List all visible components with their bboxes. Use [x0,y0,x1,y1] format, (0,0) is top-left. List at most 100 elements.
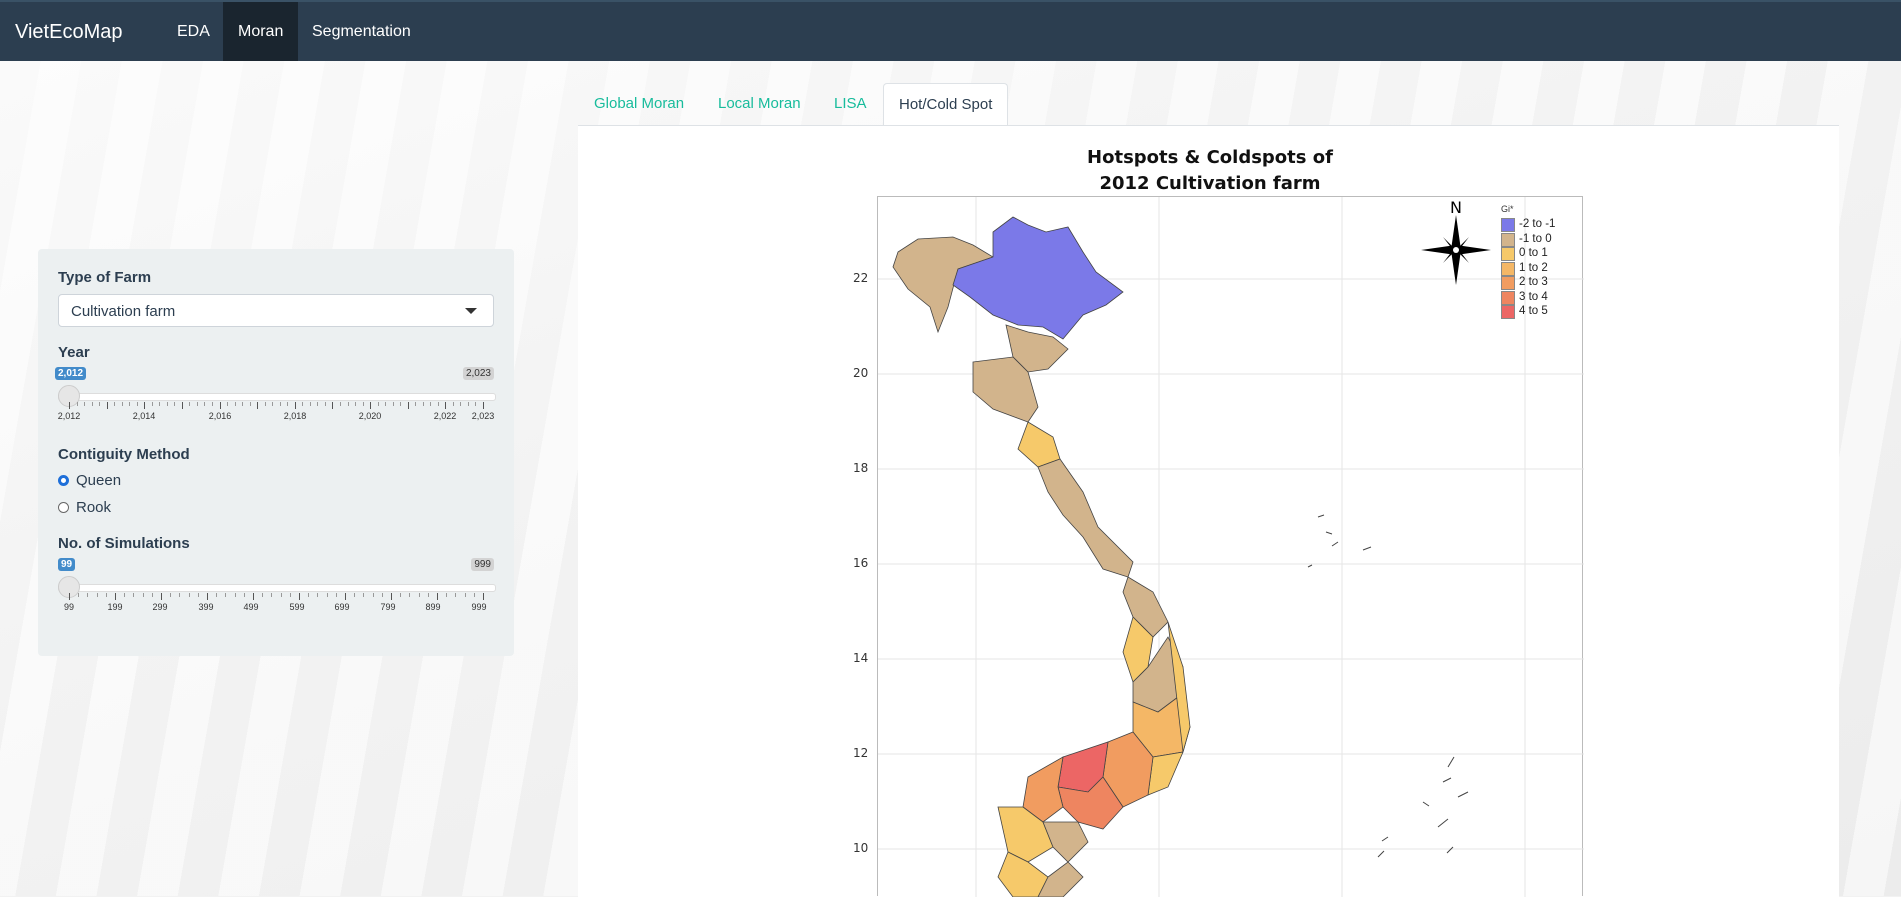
year-tick-label: 2,016 [208,411,232,421]
slider-tick [136,402,138,406]
y-tick-label: 18 [853,461,869,475]
nav-moran[interactable]: Moran [223,2,299,61]
year-ticks [58,402,494,412]
sim-tick-label: 999 [471,602,487,612]
slider-tick [460,402,462,406]
app-brand[interactable]: VietEcoMap [15,21,123,43]
sim-tick-label: 799 [380,602,396,612]
slider-tick [76,402,78,406]
slider-tick [188,593,190,597]
slider-tick [483,593,484,600]
sim-tick-label: 599 [289,602,305,612]
north-label: N [1450,198,1462,217]
slider-tick [249,402,251,406]
slider-tick [142,593,144,597]
y-tick-label: 22 [853,271,869,285]
radio-checked-icon[interactable] [58,475,69,486]
province-coast-south [1147,621,1191,796]
slider-tick [106,402,108,409]
slider-tick [475,402,477,406]
slider-tick [242,402,244,406]
slider-tick [430,402,432,406]
year-label: Year [58,344,90,361]
slider-tick [415,402,417,406]
tab-global-moran[interactable]: Global Moran [594,95,685,112]
slider-tick [216,593,218,597]
province-central-coast [1037,458,1134,578]
sim-tick-label: 399 [198,602,214,612]
slider-tick [467,402,469,406]
y-tick-label: 14 [853,651,869,665]
map-legend: Gi* -2 to -1 -1 to 0 0 to 1 1 to 2 2 to 3 3 t… [1501,204,1555,320]
tab-hot-cold-spot[interactable]: Hot/Cold Spot [883,83,1009,125]
slider-tick [280,593,282,597]
simulations-label: No. of Simulations [58,535,190,552]
island-outlines [1307,514,1469,858]
slider-tick [151,402,153,406]
slider-tick [392,402,394,406]
sim-tick-label: 199 [107,602,123,612]
province-mekong-4 [997,851,1049,897]
radio-queen[interactable]: Queen [58,472,121,489]
slider-tick [99,402,101,406]
slider-tick [234,402,236,406]
legend-label: 4 to 5 [1519,305,1548,317]
slider-tick [189,402,191,406]
farm-type-value: Cultivation farm [71,303,176,320]
slider-tick [422,402,424,406]
slider-tick [464,593,466,597]
slider-tick [272,402,274,406]
slider-tick [452,402,454,406]
map-title-line2: 2012 Cultivation farm [1099,173,1321,194]
tab-local-moran[interactable]: Local Moran [718,95,801,112]
radio-unchecked-icon[interactable] [58,502,69,513]
contiguity-label: Contiguity Method [58,446,190,463]
sim-max-badge: 999 [471,558,494,571]
slider-tick [264,402,266,406]
tab-lisa[interactable]: LISA [834,95,867,112]
slider-tick [151,593,153,597]
legend-swatch [1501,247,1515,261]
simulations-slider[interactable]: 99 999 99 199 299 399 499 599 699 799 89… [58,558,496,623]
slider-tick [427,593,429,597]
slider-tick [299,593,300,600]
legend-title: Gi* [1501,204,1514,214]
sim-slider-track[interactable] [58,584,496,592]
legend-label: 3 to 4 [1519,290,1548,303]
slider-tick [84,402,86,406]
slider-tick [91,402,93,406]
farm-type-select[interactable]: Cultivation farm [58,294,494,327]
legend-label: 1 to 2 [1519,261,1548,274]
year-slider[interactable]: 2,012 2,023 2,012 2,014 2,016 2,018 2,02… [55,367,496,432]
nav-segmentation[interactable]: Segmentation [312,23,411,40]
province-se2 [1057,776,1124,830]
year-slider-track[interactable] [58,393,496,401]
radio-rook[interactable]: Rook [58,499,111,516]
slider-tick [400,402,402,406]
compass-rose-icon [1421,215,1491,285]
slider-tick [483,402,484,409]
sidebar-panel: Type of Farm Cultivation farm Year 2,012… [38,249,514,656]
sim-tick-label: 699 [334,602,350,612]
slider-tick [372,593,374,597]
slider-tick [332,402,334,409]
slider-tick [179,593,181,597]
slider-tick [87,593,89,597]
slider-tick [170,593,172,597]
legend-swatch [1501,290,1515,305]
slider-tick [326,593,328,597]
slider-tick [105,593,107,597]
slider-tick [391,593,392,600]
legend-item: -2 to -1 [1501,218,1555,233]
slider-tick [370,402,372,409]
year-tick-label: 2,020 [358,411,382,421]
vietnam-map-provinces [892,216,1191,897]
legend-label: -1 to 0 [1519,232,1552,245]
slider-tick [355,402,357,406]
slider-tick [302,402,304,406]
slider-tick [129,402,131,406]
map-svg [878,197,1584,897]
nav-eda[interactable]: EDA [177,23,210,40]
slider-tick [289,593,291,597]
slider-tick [212,402,214,406]
